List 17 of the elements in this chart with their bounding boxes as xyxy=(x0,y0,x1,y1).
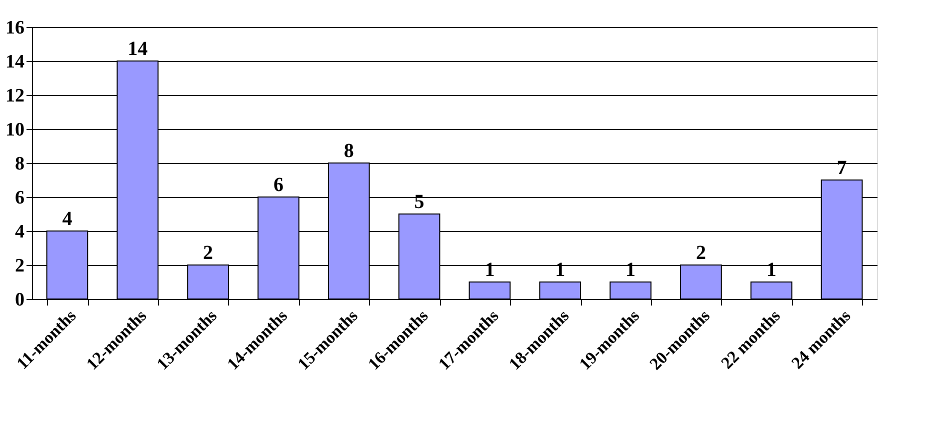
y-tick-label: 10 xyxy=(6,120,24,140)
data-label: 2 xyxy=(696,242,706,264)
y-tick-label: 2 xyxy=(15,256,24,276)
bar xyxy=(539,282,582,300)
y-tick-label: 0 xyxy=(15,290,24,310)
y-tick-label: 12 xyxy=(6,86,24,106)
y-tick-label: 16 xyxy=(6,18,24,38)
data-label: 5 xyxy=(414,191,424,213)
y-tick-label: 6 xyxy=(15,188,24,208)
y-tick-label: 14 xyxy=(6,52,25,72)
y-tick-label: 4 xyxy=(15,222,25,242)
data-label: 8 xyxy=(344,140,354,162)
y-tick-label: 8 xyxy=(15,154,24,174)
data-label: 6 xyxy=(273,174,284,196)
data-label: 4 xyxy=(62,208,72,230)
data-label: 14 xyxy=(128,38,148,60)
data-label: 2 xyxy=(203,242,214,264)
